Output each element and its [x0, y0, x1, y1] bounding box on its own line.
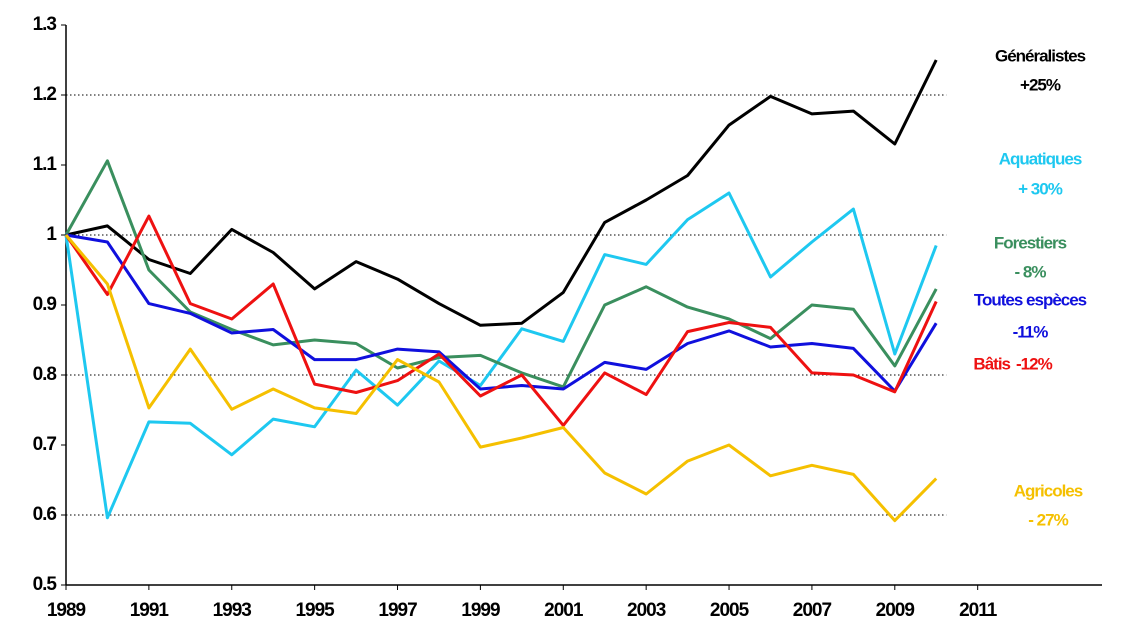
- series-label: Aquatiques: [999, 149, 1082, 168]
- series-label: Agricoles: [1014, 481, 1083, 500]
- series-change: + 30%: [1018, 179, 1063, 198]
- x-tick-label: 1999: [461, 600, 500, 621]
- series-change: -12%: [1016, 354, 1053, 373]
- x-tick-label: 1997: [378, 600, 417, 621]
- x-tick-label: 2009: [876, 600, 915, 621]
- y-tick-label: 1.2: [33, 84, 57, 105]
- y-tick-label: 1: [46, 224, 57, 245]
- series-label: Généralistes: [995, 46, 1086, 65]
- y-tick-label: 0.7: [33, 434, 57, 455]
- x-tick-label: 1993: [213, 600, 252, 621]
- x-tick-label: 1989: [47, 600, 86, 621]
- x-tick-label: 2007: [793, 600, 832, 621]
- series-line: [64, 159, 938, 389]
- y-tick-label: 1.1: [33, 154, 58, 175]
- series-line: [65, 59, 938, 327]
- y-tick-label: 0.8: [33, 364, 57, 385]
- series-change: +25%: [1020, 75, 1061, 94]
- series-line: [64, 214, 938, 427]
- series-change: -11%: [1013, 322, 1049, 341]
- y-tick-label: 0.6: [33, 504, 57, 525]
- y-tick-label: 0.5: [33, 574, 58, 595]
- x-tick-label: 2003: [627, 600, 666, 621]
- series-change: - 27%: [1028, 510, 1068, 529]
- x-tick-label: 2011: [959, 600, 998, 621]
- series-label: Bâtis: [973, 354, 1010, 373]
- y-tick-label: 0.9: [33, 294, 57, 315]
- series-label: Toutes espèces: [974, 290, 1087, 309]
- x-tick-label: 2005: [710, 600, 750, 621]
- x-tick-label: 2001: [544, 600, 584, 621]
- y-tick-label: 1.3: [33, 14, 57, 35]
- x-tick-label: 1991: [130, 600, 170, 621]
- x-tick-label: 1995: [295, 600, 335, 621]
- series-line: [64, 191, 938, 520]
- series-label: Forestiers: [994, 233, 1067, 252]
- series-line: [65, 233, 938, 393]
- series-line: [64, 234, 938, 523]
- series-change: - 8%: [1015, 262, 1047, 281]
